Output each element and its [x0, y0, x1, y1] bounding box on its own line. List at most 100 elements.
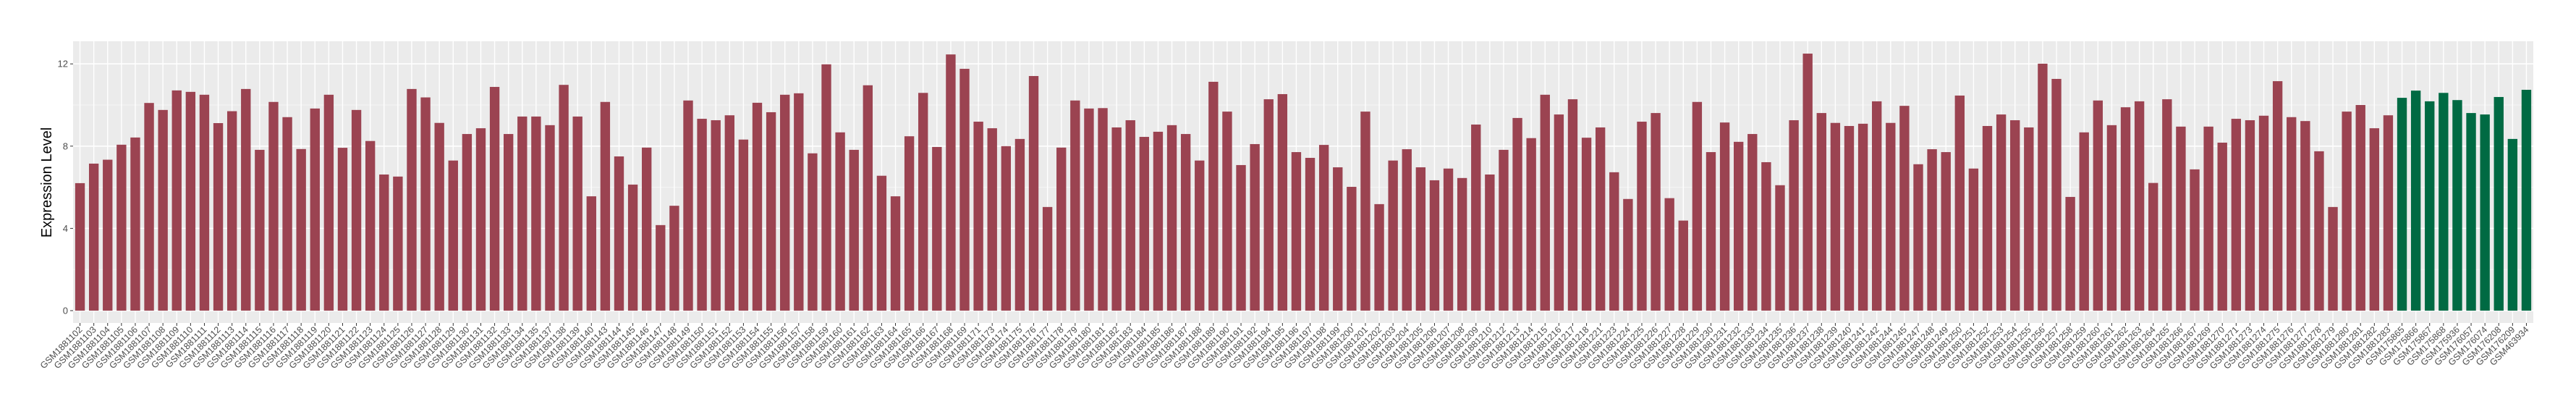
bar-GSM1881256: [2038, 63, 2048, 311]
bar-GSM1881179: [1070, 100, 1080, 311]
bar-GSM1881162: [863, 85, 873, 311]
bar-GSM1881228: [1678, 220, 1688, 311]
bar-GSM1881255: [2024, 127, 2034, 311]
bar-GSM1881249: [1941, 152, 1951, 311]
bar-GSM1881260: [2093, 100, 2103, 311]
bar-GSM1881191: [1236, 164, 1246, 311]
bar-GSM1881175: [1014, 138, 1025, 311]
bar-GSM1881221: [1595, 127, 1606, 311]
bar-GSM1881105: [116, 144, 127, 311]
bar-GSM1881206: [1429, 180, 1440, 311]
bar-GSM1881225: [1637, 122, 1647, 311]
bar-GSM1881232: [1734, 141, 1744, 311]
bar-GSM176208: [2494, 96, 2504, 311]
bar-GSM1881242: [1872, 101, 1882, 311]
bar-GSM1881203: [1388, 160, 1398, 311]
bar-GSM1881182: [1111, 127, 1122, 311]
bar-GSM1881217: [1567, 99, 1578, 311]
bar-GSM1881149: [683, 100, 693, 311]
bar-GSM1881270: [2217, 142, 2227, 311]
y-tick-label: 8: [63, 140, 68, 151]
bar-GSM1881106: [130, 137, 140, 311]
bar-GSM1881158: [808, 153, 818, 311]
y-tick-label: 0: [63, 305, 68, 316]
bar-GSM176074: [2480, 114, 2490, 311]
bar-GSM1881186: [1166, 125, 1177, 311]
bar-GSM1881271: [2231, 119, 2242, 311]
bar-GSM1881132: [489, 87, 500, 311]
y-tick-label: 12: [58, 59, 68, 70]
bar-GSM1881223: [1609, 172, 1619, 311]
bar-GSM1881147: [656, 224, 666, 311]
bar-GSM1881276: [2287, 117, 2297, 311]
bar-GSM1881216: [1554, 114, 1564, 311]
bar-GSM1881262: [2120, 107, 2131, 311]
bar-GSM1881114: [241, 88, 251, 311]
bar-GSM1881230: [1706, 152, 1716, 311]
bar-GSM1881275: [2272, 81, 2283, 311]
bar-GSM1881281: [2355, 105, 2365, 311]
bar-GSM1881214: [1526, 138, 1536, 311]
bar-GSM1881123: [365, 140, 376, 311]
bar-GSM1881164: [890, 196, 901, 311]
bar-GSM1881140: [586, 196, 596, 311]
bar-GSM1881240: [1844, 125, 1855, 311]
bar-GSM1881263: [2134, 101, 2145, 311]
bar-GSM1881165: [904, 136, 915, 311]
bar-GSM1881156: [780, 94, 790, 311]
bar-GSM1881150: [697, 119, 707, 311]
bar-GSM1881102: [75, 182, 85, 311]
bar-GSM1881144: [614, 156, 624, 311]
bar-GSM1881264: [2148, 182, 2158, 311]
bar-GSM1881131: [475, 128, 486, 311]
bar-GSM1881280: [2342, 112, 2352, 311]
bar-GSM1881198: [1318, 145, 1329, 311]
bar-GSM1881134: [517, 116, 528, 311]
bar-GSM1881257: [2051, 78, 2062, 311]
bar-GSM1881154: [752, 102, 763, 311]
bar-GSM1881176: [1028, 75, 1039, 311]
bars: [75, 54, 2532, 311]
bar-GSM1881235: [1775, 185, 1785, 311]
bar-GSM1881159: [821, 64, 831, 311]
bar-GSM1881234: [1761, 161, 1771, 311]
bar-GSM1881259: [2079, 132, 2089, 311]
bar-GSM1881161: [849, 149, 859, 311]
bar-GSM1881119: [310, 108, 320, 311]
bar-GSM1881128: [434, 122, 444, 311]
bar-GSM1881126: [407, 88, 417, 311]
bar-GSM1881163: [876, 175, 887, 311]
bar-GSM1881201: [1360, 112, 1370, 311]
bar-GSM1881146: [642, 147, 652, 311]
bar-GSM1881120: [323, 94, 334, 311]
bar-GSM1881129: [448, 160, 458, 311]
bar-GSM1881210: [1485, 174, 1495, 311]
bar-GSM1881192: [1250, 143, 1260, 311]
bar-GSM1881168: [946, 54, 956, 311]
bar-GSM1881247: [1913, 164, 1923, 311]
y-tick-label: 4: [63, 223, 68, 234]
bar-GSM1881167: [932, 146, 942, 311]
bar-GSM1881104: [103, 159, 113, 311]
bar-GSM175865: [2397, 98, 2407, 311]
bar-GSM1881107: [144, 103, 154, 311]
bar-GSM1881227: [1664, 198, 1674, 311]
bar-GSM1881185: [1153, 131, 1164, 311]
bar-GSM1881152: [724, 115, 734, 311]
bar-GSM176057: [2466, 113, 2476, 311]
bar-GSM175936: [2452, 100, 2462, 311]
bar-GSM1881209: [1471, 124, 1481, 311]
bar-GSM1881125: [393, 176, 403, 311]
bar-GSM1881122: [351, 109, 362, 311]
bar-GSM1881215: [1540, 94, 1550, 311]
bar-GSM1881178: [1056, 147, 1067, 311]
bar-GSM1881194: [1263, 99, 1274, 311]
bar-GSM1881226: [1651, 113, 1661, 311]
bar-GSM1881130: [462, 134, 473, 311]
bar-GSM1881202: [1374, 203, 1384, 311]
bar-GSM463934: [2521, 90, 2532, 311]
bar-GSM1881231: [1719, 122, 1730, 311]
bar-GSM1881212: [1499, 149, 1509, 311]
bar-GSM1881108: [158, 109, 168, 311]
